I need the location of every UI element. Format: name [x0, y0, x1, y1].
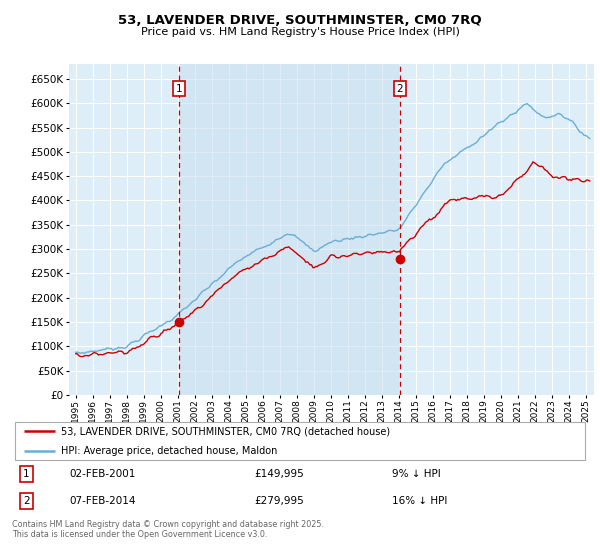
Text: 02-FEB-2001: 02-FEB-2001: [70, 469, 136, 479]
Text: £149,995: £149,995: [254, 469, 304, 479]
Text: 07-FEB-2014: 07-FEB-2014: [70, 496, 136, 506]
Text: 1: 1: [176, 83, 182, 94]
Text: 53, LAVENDER DRIVE, SOUTHMINSTER, CM0 7RQ (detached house): 53, LAVENDER DRIVE, SOUTHMINSTER, CM0 7R…: [61, 426, 390, 436]
Text: 1: 1: [23, 469, 30, 479]
Text: 2: 2: [397, 83, 403, 94]
Text: £279,995: £279,995: [254, 496, 304, 506]
Text: Price paid vs. HM Land Registry's House Price Index (HPI): Price paid vs. HM Land Registry's House …: [140, 27, 460, 37]
Text: 2: 2: [23, 496, 30, 506]
Text: Contains HM Land Registry data © Crown copyright and database right 2025.
This d: Contains HM Land Registry data © Crown c…: [12, 520, 324, 539]
Text: 53, LAVENDER DRIVE, SOUTHMINSTER, CM0 7RQ: 53, LAVENDER DRIVE, SOUTHMINSTER, CM0 7R…: [118, 14, 482, 27]
Bar: [179, 64, 400, 395]
Text: 16% ↓ HPI: 16% ↓ HPI: [392, 496, 448, 506]
Text: 9% ↓ HPI: 9% ↓ HPI: [392, 469, 441, 479]
Text: HPI: Average price, detached house, Maldon: HPI: Average price, detached house, Mald…: [61, 446, 277, 456]
FancyBboxPatch shape: [15, 422, 585, 460]
